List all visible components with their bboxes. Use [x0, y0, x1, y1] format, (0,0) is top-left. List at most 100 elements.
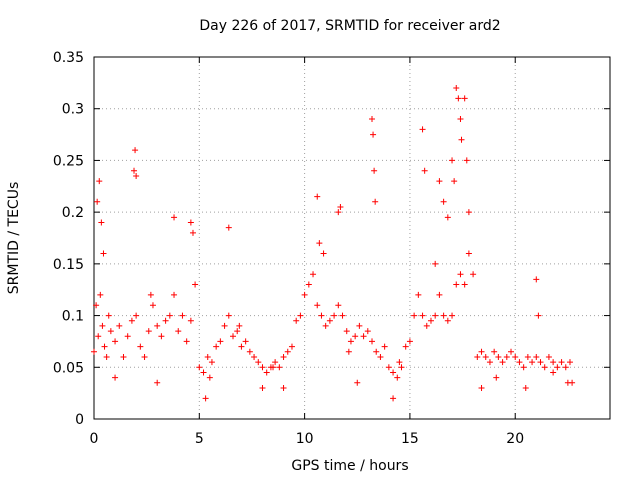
data-point — [566, 359, 573, 366]
data-point — [478, 348, 485, 355]
data-point — [259, 364, 266, 371]
data-point — [101, 343, 108, 350]
data-point — [541, 364, 548, 371]
data-point — [458, 136, 465, 143]
data-point — [499, 359, 506, 366]
data-point — [491, 348, 498, 355]
data-point — [154, 379, 161, 386]
data-point — [335, 209, 342, 216]
data-point — [133, 312, 140, 319]
data-point — [385, 364, 392, 371]
data-point — [377, 353, 384, 360]
data-point — [297, 312, 304, 319]
data-point — [238, 343, 245, 350]
data-point — [200, 369, 207, 376]
data-point — [372, 198, 379, 205]
data-point — [457, 116, 464, 123]
data-point — [263, 369, 270, 376]
data-point — [133, 172, 140, 179]
data-point — [465, 209, 472, 216]
data-point — [545, 353, 552, 360]
data-point — [154, 322, 161, 329]
data-point — [100, 250, 107, 257]
x-tick-label: 10 — [296, 431, 314, 447]
x-tick-label: 15 — [401, 431, 419, 447]
data-point — [432, 312, 439, 319]
plot-frame — [93, 56, 611, 420]
data-point — [562, 364, 569, 371]
data-point — [128, 317, 135, 324]
data-point — [354, 379, 361, 386]
data-point — [120, 353, 127, 360]
data-point — [97, 291, 104, 298]
data-point — [234, 328, 241, 335]
grid — [94, 57, 610, 419]
data-point — [337, 203, 344, 210]
data-point — [213, 343, 220, 350]
data-point — [217, 338, 224, 345]
data-point — [189, 229, 196, 236]
data-point — [390, 369, 397, 376]
data-point — [495, 353, 502, 360]
y-tick-label: 0.15 — [53, 257, 84, 273]
data-point — [230, 333, 237, 340]
data-point — [147, 291, 154, 298]
x-tick-label: 20 — [506, 431, 524, 447]
data-point — [96, 178, 103, 185]
data-point — [343, 328, 350, 335]
data-point — [107, 328, 114, 335]
data-point — [166, 312, 173, 319]
x-tick-label: 5 — [195, 431, 204, 447]
data-point — [316, 240, 323, 247]
data-point — [436, 291, 443, 298]
data-point — [402, 343, 409, 350]
data-point — [436, 178, 443, 185]
data-point — [131, 167, 138, 174]
data-point — [419, 126, 426, 133]
data-point — [411, 312, 418, 319]
data-point — [427, 317, 434, 324]
data-point — [272, 359, 279, 366]
x-axis-label: GPS time / hours — [291, 458, 408, 474]
data-point — [419, 312, 426, 319]
data-point — [158, 333, 165, 340]
data-point — [103, 353, 110, 360]
data-point — [225, 224, 232, 231]
data-point — [516, 359, 523, 366]
data-point — [440, 198, 447, 205]
data-point — [246, 348, 253, 355]
data-point — [421, 167, 428, 174]
data-point — [179, 312, 186, 319]
data-point — [162, 317, 169, 324]
data-point — [331, 312, 338, 319]
data-point — [440, 312, 447, 319]
data-point — [293, 317, 300, 324]
data-point — [347, 338, 354, 345]
data-points — [91, 85, 576, 402]
data-point — [99, 322, 106, 329]
data-point — [533, 353, 540, 360]
data-point — [465, 250, 472, 257]
data-point — [270, 364, 277, 371]
data-point — [276, 364, 283, 371]
data-point — [381, 343, 388, 350]
data-point — [390, 395, 397, 402]
data-point — [259, 384, 266, 391]
data-point — [396, 359, 403, 366]
data-point — [535, 312, 542, 319]
data-point — [352, 333, 359, 340]
y-tick-label: 0.05 — [53, 360, 84, 376]
data-point — [322, 322, 329, 329]
data-point — [225, 312, 232, 319]
data-point — [314, 302, 321, 309]
data-point — [149, 302, 156, 309]
data-point — [369, 116, 376, 123]
data-point — [196, 364, 203, 371]
data-point — [493, 374, 500, 381]
data-point — [356, 322, 363, 329]
y-tick-label: 0.1 — [62, 309, 84, 325]
data-point — [284, 348, 291, 355]
data-point — [486, 359, 493, 366]
data-point — [461, 95, 468, 102]
